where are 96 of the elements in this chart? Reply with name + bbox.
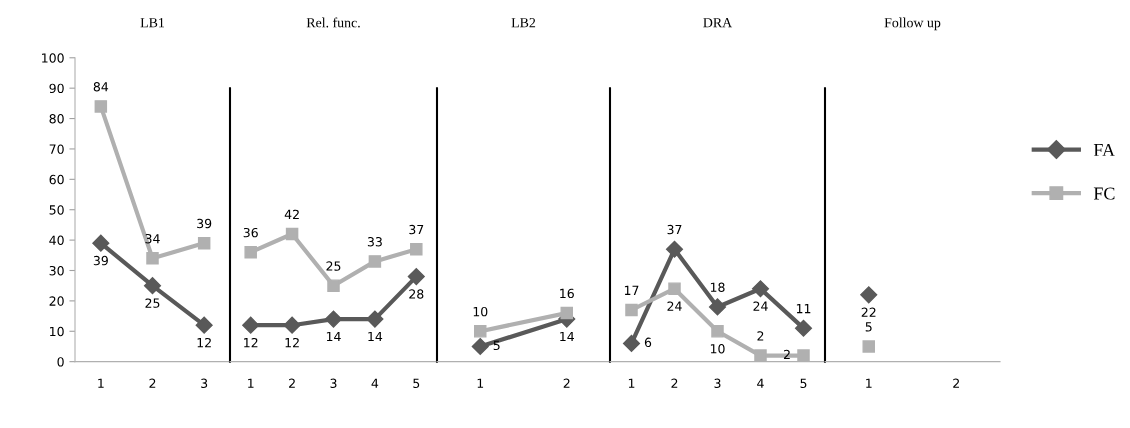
point (668, 282, 681, 295)
data-label: 18 (710, 282, 725, 293)
data-label: 37 (409, 224, 424, 235)
point (324, 310, 343, 328)
data-label: 5 (865, 322, 872, 332)
point (708, 298, 727, 316)
point (622, 334, 641, 352)
point (327, 279, 340, 292)
x-tick-label: 2 (149, 378, 156, 388)
x-tick-label: 4 (371, 378, 379, 388)
point (242, 316, 260, 334)
data-label: 10 (710, 343, 725, 354)
legend-label: FC (1093, 187, 1115, 200)
point (471, 337, 489, 356)
y-tick-label: 90 (49, 83, 64, 94)
x-tick-label: 1 (477, 378, 484, 388)
x-tick-label: 2 (953, 378, 959, 388)
data-label: 84 (93, 82, 109, 92)
x-tick-label: 1 (628, 378, 635, 388)
point (143, 277, 162, 295)
point (410, 242, 423, 256)
data-label: 39 (93, 255, 108, 266)
y-tick-label: 80 (49, 114, 64, 124)
point (368, 255, 382, 268)
data-label: 12 (285, 337, 299, 348)
data-label: 37 (667, 224, 682, 235)
data-label: 33 (367, 237, 382, 247)
data-label: 25 (145, 298, 160, 308)
x-tick-label: 1 (98, 378, 104, 388)
y-tick-label: 0 (57, 357, 64, 367)
data-label: 2 (757, 331, 764, 341)
point (473, 325, 487, 338)
x-tick-label: 3 (330, 378, 337, 388)
data-label: 25 (326, 261, 341, 271)
point (283, 316, 301, 334)
point (797, 349, 810, 362)
point (244, 246, 257, 259)
y-tick-label: 10 (50, 326, 64, 337)
x-tick-label: 3 (714, 378, 721, 388)
data-label: 36 (243, 227, 258, 238)
x-tick-label: 2 (563, 378, 570, 388)
chart-title: Follow up (884, 17, 941, 31)
y-tick-label: 40 (49, 235, 64, 246)
point (560, 306, 574, 320)
data-label: 12 (244, 337, 258, 348)
data-label: 11 (796, 304, 811, 314)
y-tick-label: 20 (49, 296, 64, 306)
point (665, 240, 684, 258)
x-tick-label: 5 (800, 378, 807, 388)
point (751, 280, 770, 298)
x-tick-label: 5 (413, 378, 420, 388)
point (146, 252, 159, 265)
data-label: 34 (145, 233, 160, 244)
chart-title: LB1 (140, 18, 165, 28)
y-tick-label: 100 (42, 53, 64, 63)
data-label: 14 (326, 332, 341, 342)
y-tick-label: 30 (49, 265, 64, 276)
x-tick-label: 2 (289, 378, 295, 388)
x-tick-label: 2 (671, 378, 678, 388)
chart-title: LB2 (511, 18, 536, 28)
x-tick-label: 1 (248, 378, 254, 388)
point (195, 316, 213, 334)
point (794, 319, 813, 337)
chart-title: DRA (703, 18, 733, 28)
x-tick-label: 3 (201, 378, 208, 388)
data-label: 14 (368, 332, 383, 342)
legend-label: FA (1093, 143, 1115, 156)
x-tick-label: 1 (866, 378, 872, 388)
y-tick-label: 70 (49, 144, 64, 154)
chart-title: Rel. func. (306, 17, 360, 28)
point (285, 227, 299, 241)
point (92, 234, 110, 252)
data-label: 42 (284, 209, 299, 219)
data-label: 10 (473, 306, 488, 317)
data-label: 17 (624, 285, 639, 295)
data-label: 6 (644, 337, 652, 348)
data-label: 22 (861, 307, 876, 317)
data-label: 2 (783, 349, 790, 360)
data-label: 12 (197, 337, 211, 348)
point (711, 325, 724, 338)
data-label: 24 (753, 301, 768, 311)
point (94, 100, 108, 113)
y-tick-label: 50 (49, 205, 64, 215)
data-label: 28 (409, 289, 424, 299)
data-label: 5 (493, 340, 500, 351)
data-label: 24 (667, 301, 682, 311)
x-tick-label: 4 (757, 378, 764, 388)
point (197, 236, 211, 250)
point (754, 349, 767, 362)
y-tick-label: 60 (49, 174, 64, 185)
data-label: 16 (560, 288, 574, 299)
point (407, 268, 425, 286)
data-label: 39 (197, 218, 212, 229)
point (625, 303, 638, 317)
point (366, 310, 384, 328)
data-label: 14 (560, 332, 574, 342)
